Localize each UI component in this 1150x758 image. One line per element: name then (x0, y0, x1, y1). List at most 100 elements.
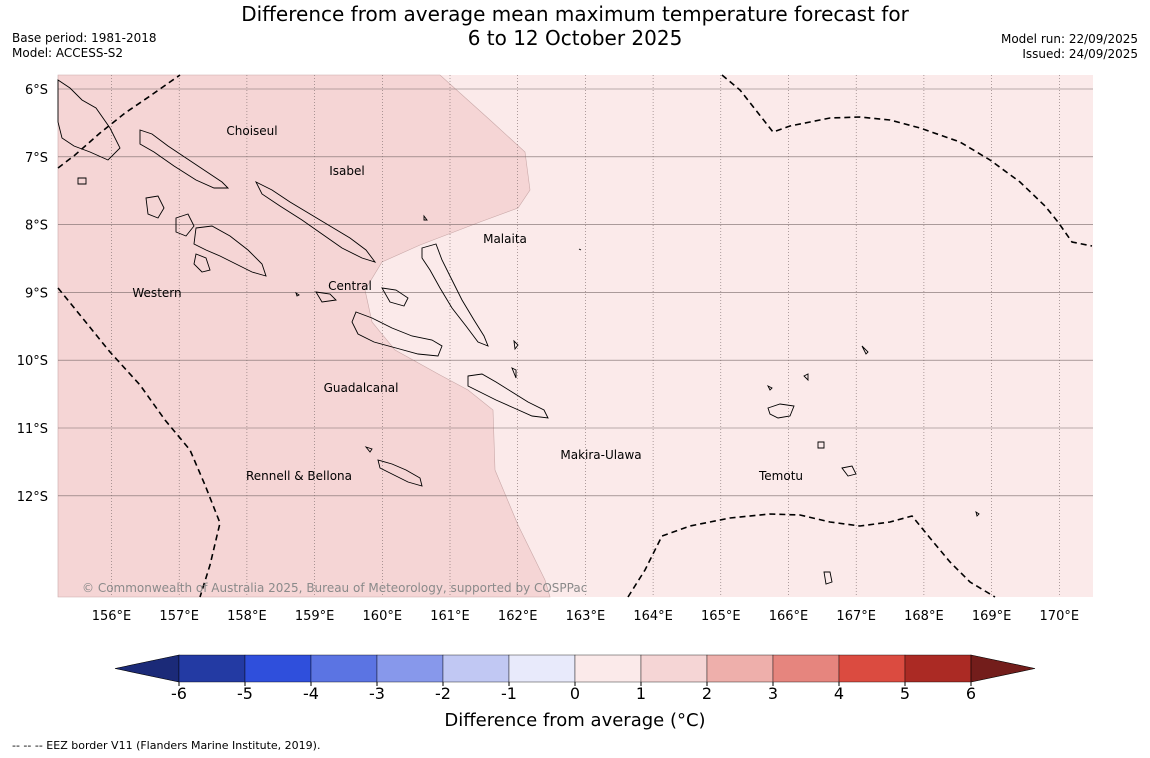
latitude-label: 6°S (25, 83, 48, 98)
eez-borders (57, 74, 1093, 598)
island-vanikoro (841, 465, 857, 477)
island-reef-north (861, 345, 869, 355)
island-bellona (364, 446, 373, 453)
island-new-georgia (193, 225, 267, 277)
province-labels: Choiseul Isabel Malaita Western Central … (132, 124, 803, 483)
latitude-label: 11°S (17, 422, 48, 437)
colorbar-tick-label: -4 (303, 684, 319, 703)
island-malaita (421, 243, 489, 347)
eez-north-east (721, 74, 1093, 247)
graticule (58, 75, 1093, 597)
island-anuta (975, 510, 980, 517)
island-choiseul (139, 129, 230, 189)
longitude-label: 163°E (566, 609, 606, 624)
latitude-label: 12°S (17, 490, 48, 505)
latitude-label: 8°S (25, 219, 48, 234)
colorbar-tick-label: -3 (369, 684, 385, 703)
longitude-label: 160°E (363, 609, 403, 624)
colorbar-tick-label: -6 (171, 684, 187, 703)
colorbar-tick-label: -2 (435, 684, 451, 703)
colorbar-under-arrow (114, 654, 180, 683)
longitude-label: 170°E (1040, 609, 1080, 624)
base-period: Base period: 1981-2018 (12, 31, 157, 45)
issued-date: Issued: 24/09/2025 (1022, 47, 1138, 61)
copyright-notice: © Commonwealth of Australia 2025, Bureau… (82, 581, 587, 595)
colorbar-tick-label: -5 (237, 684, 253, 703)
colorbar-label: Difference from average (°C) (444, 710, 706, 731)
colorbar-swatch (442, 654, 510, 683)
latitude-label: 10°S (17, 354, 48, 369)
longitude-label: 157°E (159, 609, 199, 624)
label-choiseul: Choiseul (226, 124, 277, 138)
run-info: Model run: 22/09/2025 Issued: 24/09/2025 (1001, 32, 1138, 62)
longitude-labels: 156°E 157°E 158°E 159°E 160°E 161°E 162°E 163°E… (92, 609, 1079, 624)
label-western: Western (132, 286, 181, 300)
island-tinakula (817, 441, 825, 449)
longitude-label: 167°E (836, 609, 876, 624)
colorbar-swatch (838, 654, 906, 683)
colorbar-over-arrow (970, 654, 1036, 683)
model-run-date: Model run: 22/09/2025 (1000, 32, 1138, 46)
island-small-4 (77, 177, 87, 185)
island-rendova (193, 253, 211, 273)
eez-legend: -- -- -- EEZ border V11 (Flanders Marine… (12, 739, 321, 752)
model-name: Model: ACCESS-S2 (12, 46, 124, 60)
island-small-2 (766, 384, 773, 391)
island-isabel (254, 180, 377, 263)
island-duff (803, 373, 809, 382)
colorbar-swatch (244, 654, 312, 683)
colorbar-tick-label: 1 (636, 684, 646, 703)
eez-north-west (57, 74, 181, 169)
label-central: Central (328, 279, 372, 293)
anomaly-region-1-to-2 (57, 74, 551, 598)
latitude-label: 7°S (25, 151, 48, 166)
island-florida (381, 287, 409, 307)
island-small-1 (423, 214, 428, 221)
island-small-3 (295, 291, 300, 297)
colorbar-ticks: -6 -5 -4 -3 -2 -1 0 1 2 3 4 5 6 (171, 682, 976, 703)
colorbar-tick-label: 5 (900, 684, 910, 703)
title-line-1: Difference from average mean maximum tem… (241, 2, 909, 26)
colorbar-swatch (574, 654, 642, 683)
colorbar-swatch (310, 654, 378, 683)
longitude-label: 169°E (972, 609, 1012, 624)
eez-south-east (627, 513, 996, 598)
island-ulawa (511, 367, 517, 379)
island-utupua (823, 571, 833, 585)
colorbar-swatch (508, 654, 576, 683)
island-sikaiana (513, 339, 519, 351)
label-guadalcanal: Guadalcanal (324, 381, 399, 395)
island-santa-cruz (767, 403, 795, 419)
latitude-labels: 6°S 7°S 8°S 9°S 10°S 11°S 12°S (17, 83, 48, 505)
colorbar-swatch (178, 654, 246, 683)
colorbar-tick-label: 6 (966, 684, 976, 703)
colorbar-tick-label: -1 (501, 684, 517, 703)
label-makira-ulawa: Makira-Ulawa (560, 448, 641, 462)
island-vella-lavella (145, 195, 165, 219)
colorbar-tick-label: 4 (834, 684, 844, 703)
colorbar-swatch (772, 654, 840, 683)
label-malaita: Malaita (483, 232, 527, 246)
longitude-label: 161°E (430, 609, 470, 624)
island-kolombangara (175, 213, 195, 237)
latitude-label: 9°S (25, 286, 48, 301)
island-rennell (377, 459, 423, 487)
longitude-label: 168°E (904, 609, 944, 624)
longitude-label: 166°E (769, 609, 809, 624)
label-isabel: Isabel (329, 164, 364, 178)
colorbar-tick-label: 0 (570, 684, 580, 703)
label-rennell-bellona: Rennell & Bellona (246, 469, 352, 483)
longitude-label: 159°E (295, 609, 335, 624)
longitude-label: 156°E (92, 609, 132, 624)
longitude-label: 158°E (227, 609, 267, 624)
colorbar-tick-label: 3 (768, 684, 778, 703)
islands (57, 79, 980, 585)
model-info: Base period: 1981-2018 Model: ACCESS-S2 (12, 31, 157, 61)
colorbar-swatch (376, 654, 444, 683)
longitude-label: 162°E (498, 609, 538, 624)
map-title: Difference from average mean maximum tem… (0, 2, 1150, 50)
colorbar-swatch (640, 654, 708, 683)
island-russell (315, 291, 337, 303)
label-temotu: Temotu (758, 469, 803, 483)
